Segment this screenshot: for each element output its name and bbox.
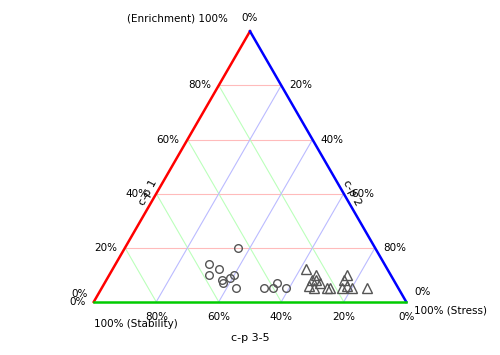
Text: 20%: 20% — [94, 243, 117, 253]
Text: 0%: 0% — [71, 289, 88, 299]
Text: 20%: 20% — [332, 312, 355, 322]
Text: (Enrichment) 100%: (Enrichment) 100% — [128, 13, 228, 23]
Text: 60%: 60% — [208, 312, 231, 322]
Text: c-p 2: c-p 2 — [340, 178, 362, 207]
Text: 0%: 0% — [414, 287, 430, 297]
Text: 80%: 80% — [383, 243, 406, 253]
Text: 60%: 60% — [352, 189, 374, 199]
Text: 60%: 60% — [156, 135, 180, 144]
Text: c-p 3-5: c-p 3-5 — [230, 333, 270, 343]
Text: 40%: 40% — [270, 312, 292, 322]
Text: 0%: 0% — [70, 297, 86, 307]
Text: 0%: 0% — [242, 13, 258, 23]
Text: 20%: 20% — [289, 80, 312, 91]
Text: 80%: 80% — [145, 312, 168, 322]
Text: 80%: 80% — [188, 80, 211, 91]
Text: 100% (Stress): 100% (Stress) — [414, 305, 487, 315]
Text: 100% (Stability): 100% (Stability) — [94, 319, 178, 329]
Text: 40%: 40% — [320, 135, 344, 144]
Text: c-p 1: c-p 1 — [138, 178, 160, 207]
Text: 40%: 40% — [126, 189, 148, 199]
Text: 0%: 0% — [398, 312, 414, 322]
